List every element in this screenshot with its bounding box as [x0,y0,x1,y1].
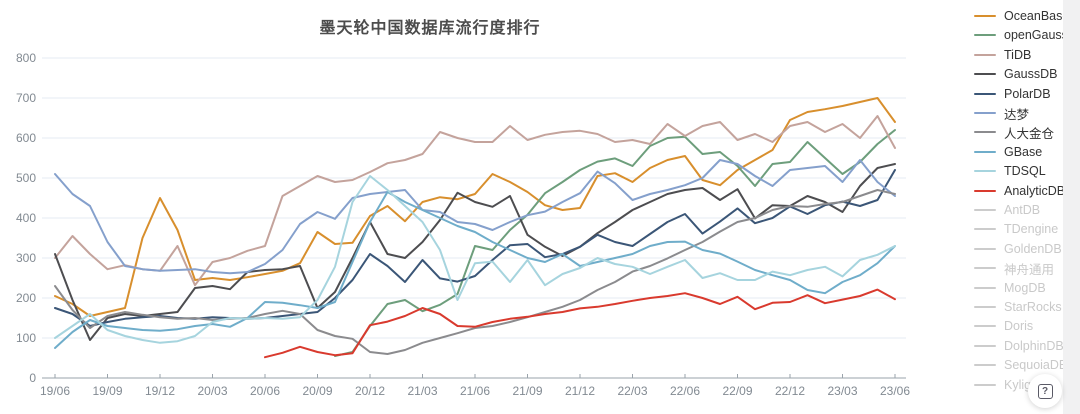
legend-swatch-TDSQL [974,170,996,173]
y-axis-label-400: 400 [16,211,36,225]
legend-label-PolarDB: PolarDB [1004,86,1051,101]
legend-swatch-TDengine [974,228,996,231]
legend-swatch-AnalyticDB [974,189,996,192]
legend-swatch-Kyligence [974,383,996,386]
legend-label-GoldenDB: GoldenDB [1004,241,1062,256]
legend-item-AnalyticDB[interactable]: AnalyticDB [974,181,1065,201]
legend-swatch-GoldenDB [974,247,996,250]
series-line-TiDB[interactable] [54,115,896,287]
help-button[interactable]: ? [1028,374,1062,408]
legend-label-StarRocks: StarRocks [1004,300,1062,314]
x-axis-label-20/12: 20/12 [355,384,385,398]
legend-swatch-Doris [974,325,996,328]
legend-swatch-GBase [974,150,996,153]
y-axis-label-200: 200 [16,291,36,305]
x-axis-label-20/03: 20/03 [197,384,227,398]
legend-label-AnalyticDB: AnalyticDB [1004,183,1066,198]
legend-item-OceanBase[interactable]: OceanBase [974,6,1069,26]
x-axis-label-19/12: 19/12 [145,384,175,398]
legend-label-GBase: GBase [1004,144,1043,159]
legend-item-达梦[interactable]: 达梦 [974,103,1029,123]
x-axis-label-22/09: 22/09 [722,384,752,398]
legend-item-MogDB[interactable]: MogDB [974,278,1046,298]
legend-label-SequoiaDB: SequoiaDB [1004,358,1068,373]
legend-swatch-GaussDB [974,73,996,76]
x-axis-label-19/06: 19/06 [40,384,70,398]
legend-swatch-openGauss [974,34,996,37]
legend-label-DolphinDB: DolphinDB [1004,338,1064,353]
series-line-TDSQL[interactable] [54,175,896,344]
y-axis-label-700: 700 [16,91,36,105]
legend-label-神舟通用: 神舟通用 [1004,262,1055,277]
legend-item-openGauss[interactable]: openGauss [974,25,1068,45]
legend-item-GoldenDB[interactable]: GoldenDB [974,239,1062,259]
x-axis-label-22/03: 22/03 [617,384,647,398]
legend-item-人大金仓[interactable]: 人大金仓 [974,122,1054,142]
legend-label-人大金仓: 人大金仓 [1004,126,1055,141]
x-axis-label-22/06: 22/06 [670,384,700,398]
legend-item-TDSQL[interactable]: TDSQL [974,161,1046,181]
x-axis-label-22/12: 22/12 [775,384,805,398]
x-axis-label-19/09: 19/09 [92,384,122,398]
legend-label-AntDB: AntDB [1004,203,1041,217]
x-axis-label-21/06: 21/06 [460,384,490,398]
legend-swatch-OceanBase [974,15,996,17]
y-axis-label-600: 600 [16,131,36,145]
y-axis-label-500: 500 [16,171,36,185]
y-axis-label-300: 300 [16,251,36,265]
series-line-OceanBase[interactable] [54,97,896,317]
legend-item-AntDB[interactable]: AntDB [974,200,1040,220]
x-axis-label-21/09: 21/09 [512,384,542,398]
x-axis-label-20/09: 20/09 [302,384,332,398]
legend-swatch-SequoiaDB [974,364,996,367]
y-axis-label-0: 0 [29,371,36,385]
series-line-达梦[interactable] [54,159,896,275]
y-axis-label-800: 800 [16,51,36,65]
legend-item-PolarDB[interactable]: PolarDB [974,84,1051,104]
legend-label-TDSQL: TDSQL [1004,164,1046,179]
legend-label-TiDB: TiDB [1004,47,1032,62]
page-title: 墨天轮中国数据库流行度排行 [319,20,541,37]
help-icon: ? [1037,383,1053,399]
legend-label-MogDB: MogDB [1004,280,1046,295]
legend-item-StarRocks[interactable]: StarRocks [974,297,1062,317]
series-line-AnalyticDB[interactable] [264,288,896,359]
x-axis-label-23/03: 23/03 [827,384,857,398]
legend-label-OceanBase: OceanBase [1004,9,1070,23]
scrollbar-track[interactable] [1063,0,1080,414]
x-axis-label-21/12: 21/12 [565,384,595,398]
x-axis-label-21/03: 21/03 [407,384,437,398]
legend-swatch-TiDB [974,53,996,56]
legend-item-SequoiaDB[interactable]: SequoiaDB [974,355,1067,375]
series-line-人大金仓[interactable] [54,189,896,355]
legend-swatch-PolarDB [974,92,996,95]
legend-item-TDengine[interactable]: TDengine [974,219,1058,239]
legend-label-GaussDB: GaussDB [1004,67,1058,82]
legend-swatch-神舟通用 [974,267,996,270]
legend-item-GBase[interactable]: GBase [974,142,1042,162]
legend-swatch-StarRocks [974,306,996,308]
legend-label-Doris: Doris [1004,319,1034,334]
legend-item-神舟通用[interactable]: 神舟通用 [974,258,1054,278]
legend-item-Doris[interactable]: Doris [974,316,1033,336]
x-axis-label-23/06: 23/06 [880,384,910,398]
legend-swatch-达梦 [974,112,996,114]
legend-label-openGauss: openGauss [1004,28,1068,43]
legend-label-TDengine: TDengine [1004,222,1059,237]
legend-item-DolphinDB[interactable]: DolphinDB [974,336,1064,356]
legend-swatch-DolphinDB [974,344,996,347]
y-axis-label-100: 100 [16,331,36,345]
legend-label-达梦: 达梦 [1004,107,1030,122]
legend-swatch-MogDB [974,286,996,289]
series-line-GBase[interactable] [54,191,896,349]
x-axis-label-20/06: 20/06 [250,384,280,398]
legend-item-TiDB[interactable]: TiDB [974,45,1031,65]
legend-swatch-AntDB [974,209,996,211]
legend-item-GaussDB[interactable]: GaussDB [974,64,1058,84]
legend-swatch-人大金仓 [974,131,996,134]
